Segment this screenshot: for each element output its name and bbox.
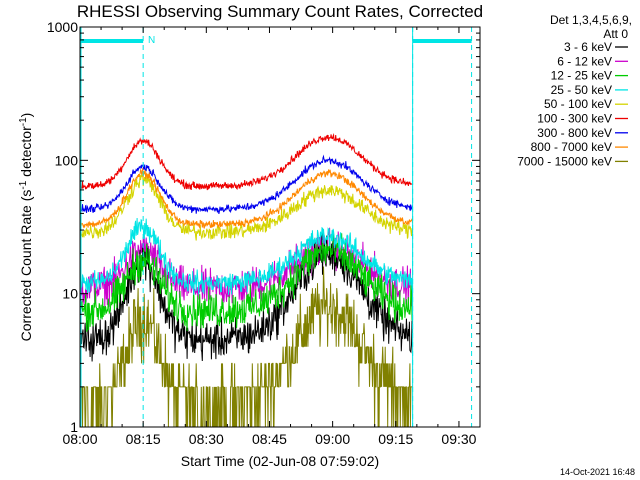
x-tick-label: 08:15 (126, 431, 161, 447)
legend-item-label: 800 - 7000 keV (531, 140, 612, 154)
chart-title: RHESSI Observing Summary Count Rates, Co… (77, 2, 483, 21)
y-tick-label: 1000 (47, 19, 78, 35)
y-tick-label: 1 (70, 419, 78, 435)
series-50to100keV (80, 173, 413, 241)
x-tick-label: 09:30 (441, 431, 476, 447)
series-line (80, 132, 413, 191)
x-tick-label: 08:30 (189, 431, 224, 447)
x-axis-label: Start Time (02-Jun-08 07:59:02) (181, 453, 379, 469)
series-12to25keV (80, 231, 413, 332)
legend-item-label: 100 - 300 keV (537, 112, 612, 126)
night-marker-label: N (148, 35, 155, 46)
y-tick-label: 10 (62, 286, 78, 302)
series-300to800keV (80, 154, 413, 214)
series-line (80, 168, 413, 230)
x-tick-label: 08:45 (252, 431, 287, 447)
series-line (80, 154, 413, 214)
x-axis: 08:00 08:15 08:30 08:45 09:00 09:15 09:30 (62, 27, 477, 447)
y-tick-label: 100 (55, 152, 79, 168)
plot-frame (79, 26, 481, 428)
legend-item-label: 50 - 100 keV (544, 97, 612, 111)
legend-header-line-1: Det 1,3,4,5,6,9, (550, 13, 632, 27)
legend-item-label: 7000 - 15000 keV (517, 154, 612, 168)
series-line (80, 173, 413, 241)
legend-header-line-2: Att 0 (603, 27, 628, 41)
series-100to300keV (80, 132, 413, 191)
series-800to7000keV (80, 168, 413, 230)
x-tick-label: 09:15 (378, 431, 413, 447)
series-line (80, 266, 413, 427)
annotation-layer: N (80, 27, 473, 427)
series-layer (80, 132, 413, 427)
legend-item-label: 12 - 25 keV (551, 69, 612, 83)
legend-item-label: 25 - 50 keV (551, 83, 612, 97)
legend-item-label: 3 - 6 keV (564, 40, 612, 54)
x-tick-label: 08:00 (62, 431, 97, 447)
y-axis: 1 10 100 1000 (47, 19, 480, 435)
x-tick-label: 09:00 (315, 431, 350, 447)
legend-item-label: 300 - 800 keV (537, 126, 612, 140)
series-line (80, 217, 413, 295)
legend-item-label: 6 - 12 keV (557, 54, 612, 68)
series-line (80, 231, 413, 332)
y-axis-label: Corrected Count Rate (s-1 detector-1) (18, 113, 35, 342)
generation-timestamp: 14-Oct-2021 16:48 (560, 467, 635, 477)
series-25to50keV (80, 217, 413, 295)
series-7000to15000keV (80, 266, 413, 427)
